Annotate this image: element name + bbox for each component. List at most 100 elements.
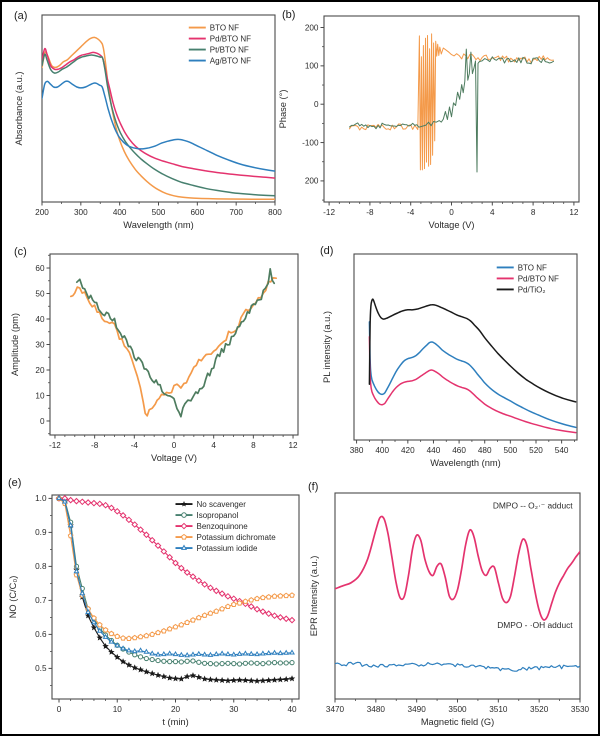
pfm-amplitude-butterfly-chart: -12 -8 -4 0 4 8 12 0 10 20 30 40 50 60 Voltage (V) Ampl… <box>10 253 299 463</box>
pl-spectra-chart: 380 400 420 440 460 480 500 520 540 Wavelength (n… <box>322 253 578 468</box>
svg-text:3470: 3470 <box>326 705 345 714</box>
no-removal-scavenger-chart: 0 10 20 30 40 0.5 0.6 0.7 0.8 0.9 1.0 t (min) NO (C/… <box>8 494 300 727</box>
svg-text:Magnetic field (G): Magnetic field (G) <box>421 717 494 727</box>
panel-b-pfm-phase: -12 -8 -4 0 4 8 12 200 100 0 -100 200 Voltage (V) Pha… <box>278 4 598 237</box>
panel-label-a: (a) <box>14 10 28 22</box>
svg-text:700: 700 <box>229 208 243 217</box>
svg-text:400: 400 <box>375 446 389 455</box>
svg-text:200: 200 <box>35 208 49 217</box>
pfm-phase-hysteresis-chart: -12 -8 -4 0 4 8 12 200 100 0 -100 200 Voltage (V) Pha… <box>278 15 580 230</box>
svg-text:Pd/TiO₂: Pd/TiO₂ <box>518 285 546 294</box>
svg-text:3490: 3490 <box>408 705 427 714</box>
svg-text:Absorbance (a.u.): Absorbance (a.u.) <box>14 72 24 146</box>
svg-text:10: 10 <box>113 705 123 714</box>
svg-text:40: 40 <box>287 705 297 714</box>
svg-text:Pd/BTO NF: Pd/BTO NF <box>210 35 251 44</box>
svg-text:Voltage (V): Voltage (V) <box>429 220 475 230</box>
svg-text:3530: 3530 <box>571 705 590 714</box>
svg-text:300: 300 <box>74 208 88 217</box>
svg-text:No scavenger: No scavenger <box>197 500 247 509</box>
svg-text:12: 12 <box>569 208 579 217</box>
svg-text:-8: -8 <box>91 441 99 450</box>
svg-text:-4: -4 <box>131 441 139 450</box>
svg-text:Wavelength (nm): Wavelength (nm) <box>123 220 193 230</box>
svg-text:420: 420 <box>401 446 415 455</box>
svg-text:8: 8 <box>251 441 256 450</box>
svg-text:0: 0 <box>40 417 45 426</box>
svg-text:1.0: 1.0 <box>35 494 47 503</box>
svg-text:3500: 3500 <box>448 705 467 714</box>
svg-text:540: 540 <box>555 446 569 455</box>
svg-text:0: 0 <box>449 208 454 217</box>
panel-f-epr-spectra: 3470 3480 3490 3500 3510 3520 3530 Magnetic fie… <box>309 474 598 734</box>
panel-d-pl-spectra: 380 400 420 440 460 480 500 520 540 Wavelength (n… <box>314 236 598 475</box>
svg-text:400: 400 <box>113 208 127 217</box>
svg-text:200: 200 <box>305 177 319 186</box>
svg-text:Potassium iodide: Potassium iodide <box>197 544 258 553</box>
svg-text:-100: -100 <box>302 138 319 147</box>
panel-e-no-removal: 0 10 20 30 40 0.5 0.6 0.7 0.8 0.9 1.0 t (min) NO (C/… <box>2 474 306 734</box>
panel-c-pfm-amplitude: -12 -8 -4 0 4 8 12 0 10 20 30 40 50 60 Voltage (V) Ampl… <box>2 236 306 475</box>
svg-text:BTO NF: BTO NF <box>210 24 239 33</box>
svg-text:40: 40 <box>35 315 45 324</box>
svg-text:480: 480 <box>478 446 492 455</box>
svg-text:0.8: 0.8 <box>35 562 47 571</box>
svg-text:PL intensity (a.u.): PL intensity (a.u.) <box>322 311 332 383</box>
svg-text:0: 0 <box>314 100 319 109</box>
svg-text:500: 500 <box>504 446 518 455</box>
svg-text:600: 600 <box>190 208 204 217</box>
svg-text:500: 500 <box>152 208 166 217</box>
svg-text:-8: -8 <box>366 208 374 217</box>
svg-text:EPR Intensity (a.u.): EPR Intensity (a.u.) <box>310 556 319 637</box>
svg-text:8: 8 <box>531 208 536 217</box>
svg-text:20: 20 <box>171 705 181 714</box>
svg-text:DMPO -- O₂·⁻ adduct: DMPO -- O₂·⁻ adduct <box>493 500 573 510</box>
epr-spectra-chart: 3470 3480 3490 3500 3510 3520 3530 Magnetic fie… <box>309 492 590 727</box>
svg-text:50: 50 <box>35 289 45 298</box>
svg-text:30: 30 <box>229 705 239 714</box>
svg-text:200: 200 <box>305 23 319 32</box>
svg-text:20: 20 <box>35 366 45 375</box>
svg-text:100: 100 <box>305 62 319 71</box>
svg-text:Isopropanol: Isopropanol <box>197 511 239 520</box>
svg-text:Benzoquinone: Benzoquinone <box>197 522 249 531</box>
svg-text:0.6: 0.6 <box>35 630 47 639</box>
svg-text:60: 60 <box>35 264 45 273</box>
panel-label-e: (e) <box>8 477 22 489</box>
svg-text:Ag/BTO NF: Ag/BTO NF <box>210 57 251 66</box>
svg-text:3480: 3480 <box>367 705 386 714</box>
svg-text:Phase (°): Phase (°) <box>278 90 288 129</box>
svg-text:440: 440 <box>427 446 441 455</box>
svg-text:Wavelength (nm): Wavelength (nm) <box>430 458 500 468</box>
svg-text:4: 4 <box>211 441 216 450</box>
svg-text:0: 0 <box>172 441 177 450</box>
svg-text:t (min): t (min) <box>162 717 188 727</box>
svg-text:Pd/BTO NF: Pd/BTO NF <box>518 274 559 283</box>
svg-text:0.7: 0.7 <box>35 596 47 605</box>
panel-a-uv-vis-absorbance: 200 300 400 500 600 700 800 Wavelength (nm) Abso… <box>2 4 290 239</box>
svg-text:-4: -4 <box>407 208 415 217</box>
svg-text:-12: -12 <box>323 208 335 217</box>
svg-text:DMPO - ·OH adduct: DMPO - ·OH adduct <box>497 620 573 630</box>
svg-text:NO (C/C₀): NO (C/C₀) <box>8 576 18 619</box>
svg-text:12: 12 <box>288 441 298 450</box>
svg-text:-12: -12 <box>49 441 61 450</box>
svg-text:10: 10 <box>35 391 45 400</box>
panel-label-c: (c) <box>14 246 27 258</box>
svg-text:520: 520 <box>529 446 543 455</box>
panel-label-b: (b) <box>282 9 296 21</box>
svg-text:Pt/BTO NF: Pt/BTO NF <box>210 46 249 55</box>
panel-label-f: (f) <box>308 481 319 493</box>
svg-text:Voltage (V): Voltage (V) <box>151 453 197 463</box>
svg-text:BTO NF: BTO NF <box>518 263 547 272</box>
svg-text:Potassium dichromate: Potassium dichromate <box>197 533 277 542</box>
svg-text:380: 380 <box>350 446 364 455</box>
svg-text:460: 460 <box>452 446 466 455</box>
svg-text:0.9: 0.9 <box>35 528 47 537</box>
svg-text:Amplitude (pm): Amplitude (pm) <box>10 313 20 376</box>
svg-text:4: 4 <box>490 208 495 217</box>
svg-text:3510: 3510 <box>489 705 508 714</box>
svg-text:0: 0 <box>57 705 62 714</box>
svg-text:3520: 3520 <box>530 705 549 714</box>
